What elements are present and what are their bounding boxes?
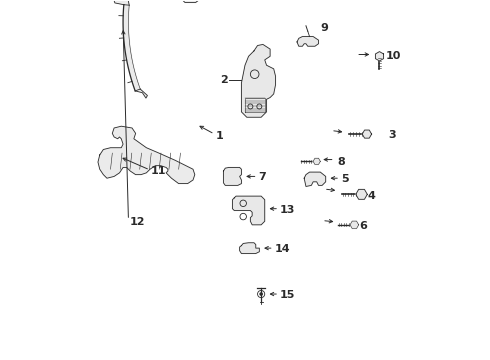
- Text: 15: 15: [280, 290, 295, 300]
- Polygon shape: [123, 5, 140, 91]
- Polygon shape: [356, 189, 368, 199]
- Polygon shape: [362, 130, 371, 138]
- Text: 12: 12: [129, 217, 145, 226]
- Polygon shape: [297, 37, 318, 46]
- Polygon shape: [313, 158, 320, 165]
- Text: 5: 5: [341, 174, 349, 184]
- Polygon shape: [178, 0, 203, 3]
- Text: 13: 13: [280, 205, 295, 215]
- Text: 14: 14: [275, 244, 291, 254]
- Polygon shape: [304, 172, 326, 186]
- Polygon shape: [350, 221, 359, 229]
- Polygon shape: [375, 51, 384, 61]
- Polygon shape: [98, 126, 195, 184]
- Polygon shape: [240, 243, 259, 253]
- Polygon shape: [232, 196, 265, 225]
- Polygon shape: [223, 167, 242, 185]
- Text: 1: 1: [216, 131, 223, 140]
- Text: 8: 8: [338, 157, 345, 167]
- Text: 3: 3: [389, 130, 396, 140]
- Text: 7: 7: [259, 172, 267, 183]
- Polygon shape: [113, 0, 129, 5]
- Text: 6: 6: [359, 221, 367, 231]
- Text: 10: 10: [386, 50, 401, 60]
- Circle shape: [260, 293, 262, 295]
- Text: 2: 2: [220, 75, 228, 85]
- Text: 11: 11: [151, 166, 167, 176]
- Polygon shape: [135, 89, 147, 98]
- Polygon shape: [242, 44, 275, 117]
- Text: 9: 9: [320, 23, 328, 33]
- Text: 4: 4: [368, 191, 375, 201]
